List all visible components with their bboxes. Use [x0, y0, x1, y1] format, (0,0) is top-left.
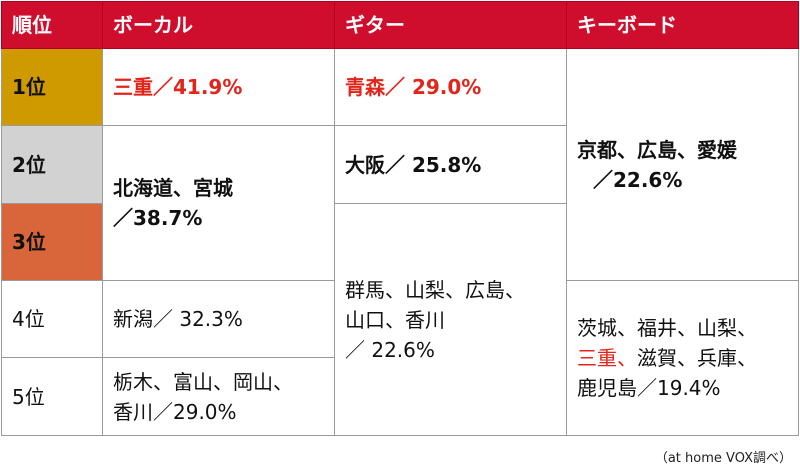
- guitar-rank3-5-line3: ／ 22.6%: [345, 337, 435, 362]
- header-keyboard: キーボード: [566, 1, 799, 49]
- rank-5-cell: 5位: [1, 357, 103, 436]
- guitar-rank3-5-line1: 群馬、山梨、広島、: [345, 277, 525, 302]
- ranking-table: 順位 ボーカル ギター キーボード 1位 三重／41.9% 青森／ 29.0% …: [1, 1, 799, 436]
- vocal-rank5: 栃木、富山、岡山、 香川／29.0%: [102, 357, 335, 436]
- vocal-rank2-3-line2: ／38.7%: [113, 206, 203, 230]
- keyboard-rank4-5-line1: 茨城、福井、山梨、: [577, 316, 757, 340]
- keyboard-rank1-3-line2: ／22.6%: [593, 167, 683, 192]
- keyboard-rank4-5: 茨城、福井、山梨、 三重、滋賀、兵庫、 鹿児島／19.4%: [566, 280, 799, 436]
- table-row: 1位 三重／41.9% 青森／ 29.0% 京都、広島、愛媛 ／22.6%: [1, 48, 799, 281]
- table-row: 5位 栃木、富山、岡山、 香川／29.0%: [1, 357, 799, 436]
- rank-2-cell: 2位: [1, 125, 103, 204]
- rank-1-cell: 1位: [1, 48, 103, 126]
- rank-3-cell: 3位: [1, 203, 103, 281]
- guitar-rank2: 大阪／ 25.8%: [334, 125, 567, 204]
- vocal-rank2-3-line1: 北海道、宮城: [113, 176, 233, 200]
- guitar-rank1: 青森／ 29.0%: [334, 48, 567, 126]
- vocal-rank1: 三重／41.9%: [102, 48, 335, 126]
- header-vocal: ボーカル: [102, 1, 335, 49]
- keyboard-highlight-mie: 三重、: [577, 346, 637, 370]
- guitar-rank3-5: 群馬、山梨、広島、 山口、香川 ／ 22.6%: [334, 203, 567, 436]
- rank-4-cell: 4位: [1, 280, 103, 358]
- keyboard-rank1-3: 京都、広島、愛媛 ／22.6%: [566, 48, 799, 281]
- header-rank: 順位: [1, 1, 103, 49]
- guitar-rank3-5-line2: 山口、香川: [345, 307, 445, 332]
- vocal-rank4: 新潟／ 32.3%: [102, 280, 335, 358]
- source-footnote: （at home VOX調べ）: [654, 451, 792, 466]
- table-row: 4位 新潟／ 32.3% 茨城、福井、山梨、 三重、滋賀、兵庫、 鹿児島／19.…: [1, 280, 799, 436]
- keyboard-rank4-5-line3: 鹿児島／19.4%: [577, 376, 721, 400]
- vocal-rank5-line1: 栃木、富山、岡山、: [113, 369, 293, 394]
- header-guitar: ギター: [334, 1, 567, 49]
- keyboard-line2-rest: 滋賀、兵庫、: [637, 346, 757, 370]
- keyboard-rank1-3-line1: 京都、広島、愛媛: [577, 137, 737, 162]
- vocal-rank5-line2: 香川／29.0%: [113, 399, 237, 424]
- keyboard-rank4-5-line2: 三重、滋賀、兵庫、: [577, 343, 788, 373]
- header-row: 順位 ボーカル ギター キーボード: [1, 1, 799, 49]
- vocal-rank2-3: 北海道、宮城 ／38.7%: [102, 125, 335, 281]
